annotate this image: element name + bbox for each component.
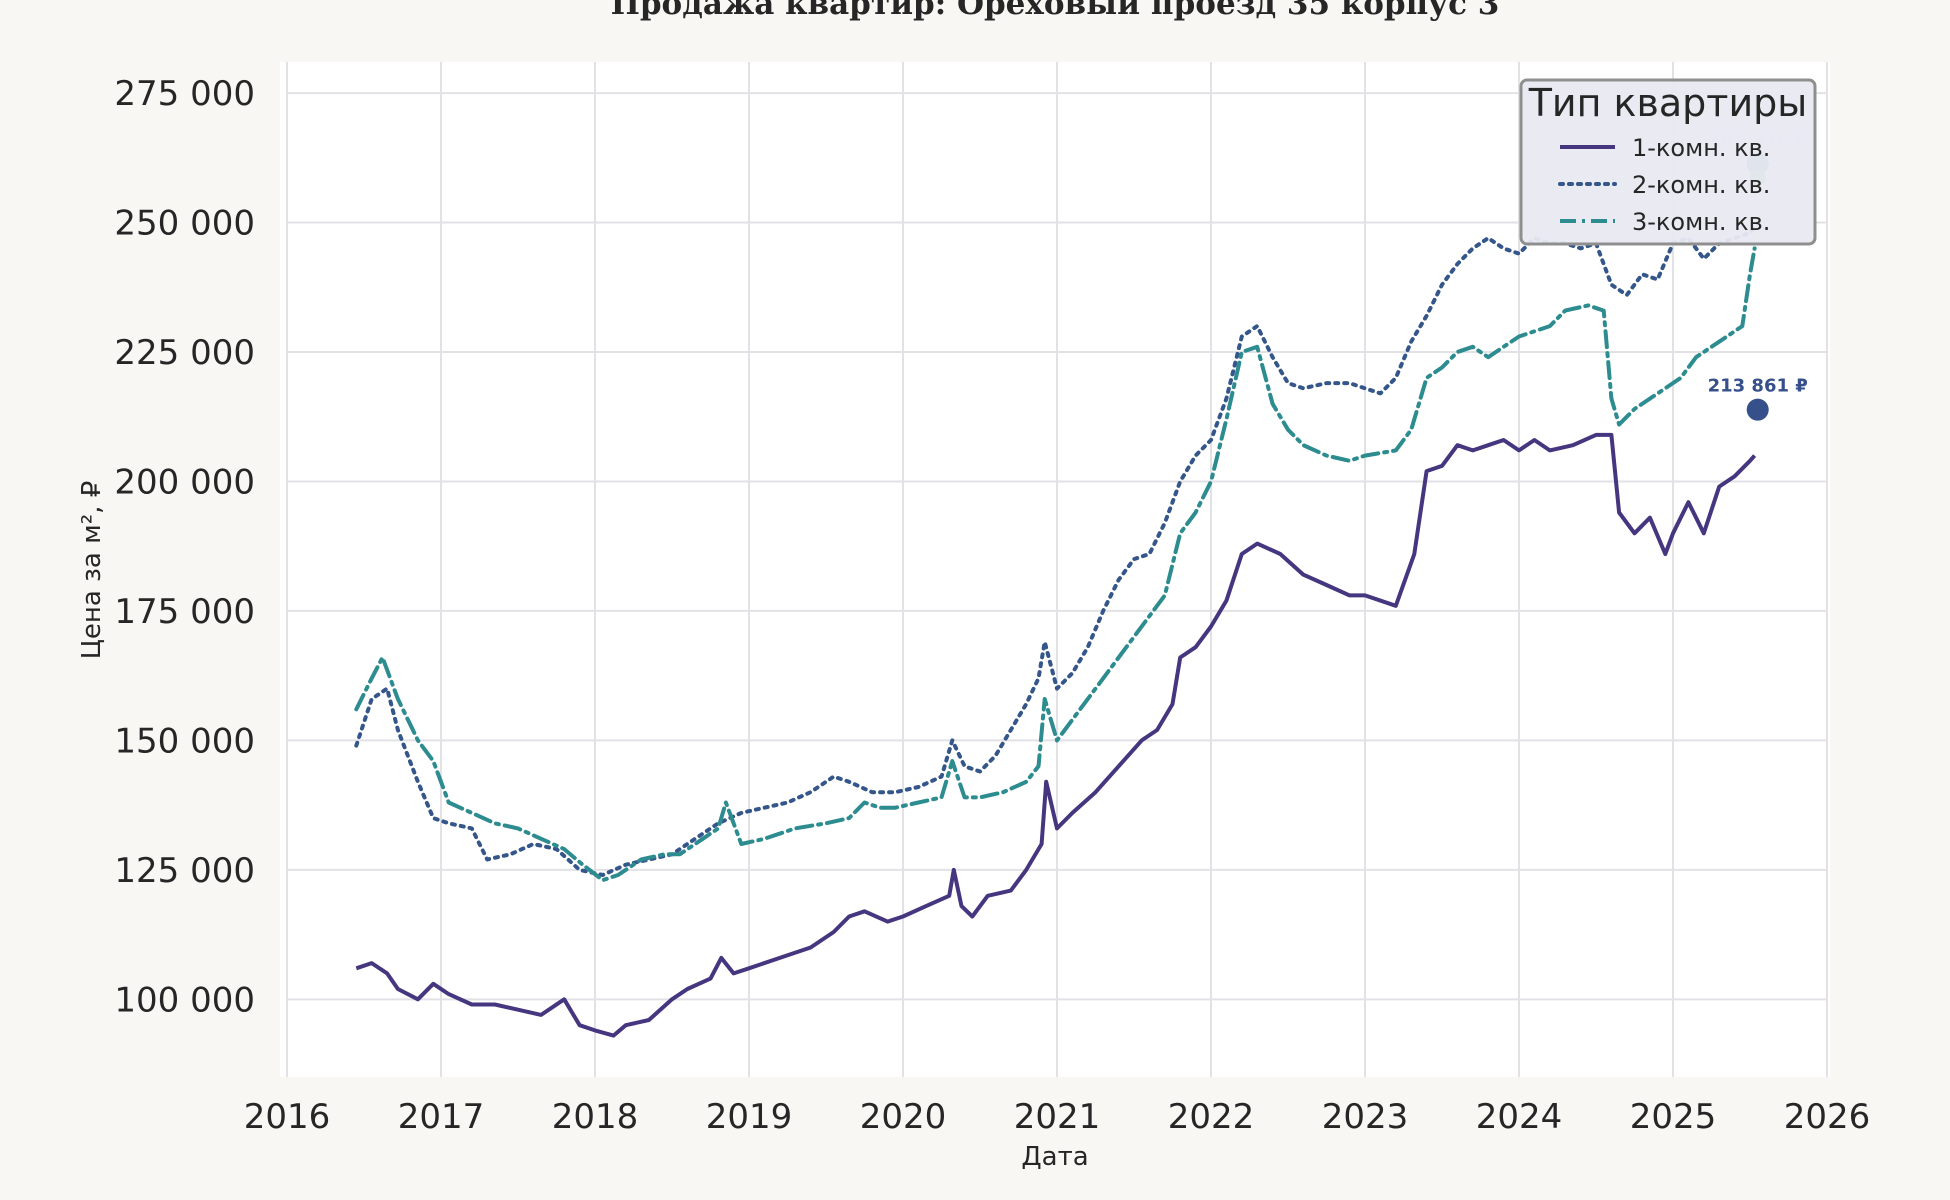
legend-label-2: 2-комн. кв. — [1632, 171, 1770, 199]
x-tick-label: 2025 — [1630, 1097, 1717, 1137]
x-tick-label: 2022 — [1168, 1097, 1255, 1137]
end-point-label: 213 861 ₽ — [1708, 376, 1808, 397]
y-tick-label: 150 000 — [114, 721, 255, 761]
y-axis-label: Цена за м², ₽ — [77, 481, 107, 660]
series-line-1 — [355, 432, 1757, 1038]
y-tick-label: 200 000 — [114, 462, 255, 502]
y-tick-label: 250 000 — [114, 204, 255, 244]
legend: Тип квартиры 1-комн. кв. 2-комн. кв. 3-к… — [1519, 78, 1817, 246]
y-tick-label: 175 000 — [114, 592, 255, 632]
end-point-marker — [1746, 398, 1769, 421]
x-tick-label: 2016 — [244, 1097, 331, 1137]
x-tick-label: 2020 — [860, 1097, 947, 1137]
legend-label-3: 3-комн. кв. — [1632, 208, 1770, 236]
y-tick-label: 125 000 — [114, 851, 255, 891]
x-tick-label: 2023 — [1322, 1097, 1409, 1137]
y-tick-label: 100 000 — [114, 980, 255, 1020]
x-tick-label: 2019 — [706, 1097, 793, 1137]
x-tick-label: 2017 — [398, 1097, 485, 1137]
x-axis-ticks: 2016 2017 2018 2019 2020 2021 2022 2023 2024 2025… — [244, 1097, 1871, 1137]
x-axis-label: Дата — [1021, 1142, 1088, 1172]
chart-title: Продажа квартир: Ореховый проезд 35 корп… — [611, 0, 1500, 22]
y-tick-label: 275 000 — [114, 74, 255, 114]
legend-title: Тип квартиры — [1528, 81, 1808, 125]
x-tick-label: 2018 — [552, 1097, 639, 1137]
x-tick-label: 2026 — [1784, 1097, 1871, 1137]
y-axis-ticks: 100 000 125 000 150 000 175 000 200 000 225 0… — [114, 74, 255, 1020]
x-tick-label: 2021 — [1014, 1097, 1101, 1137]
series-line-3 — [354, 246, 1757, 883]
legend-label-1: 1-комн. кв. — [1632, 134, 1770, 162]
x-tick-label: 2024 — [1476, 1097, 1563, 1137]
legend-box — [1519, 78, 1817, 246]
y-tick-label: 225 000 — [114, 333, 255, 373]
